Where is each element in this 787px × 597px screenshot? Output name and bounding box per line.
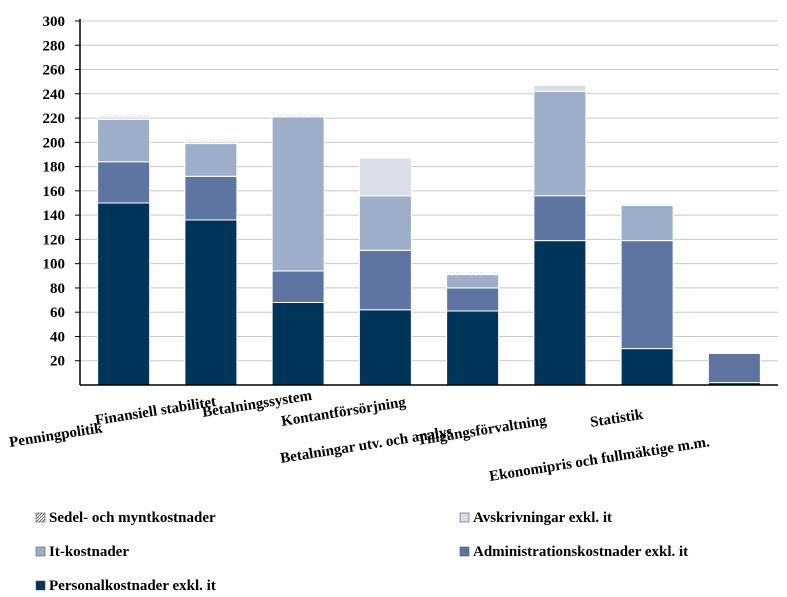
bar-segment bbox=[533, 90, 587, 197]
bar-segment bbox=[358, 309, 412, 386]
bar-segment bbox=[97, 115, 151, 118]
y-tick-label: 220 bbox=[43, 111, 66, 127]
legend-swatch bbox=[459, 512, 470, 523]
y-tick-label: 20 bbox=[50, 354, 65, 370]
legend-swatch bbox=[35, 512, 46, 523]
legend: Sedel- och myntkostnader Avskrivningar ex… bbox=[35, 510, 688, 594]
bar-segment bbox=[707, 352, 761, 384]
bar-segment bbox=[271, 116, 325, 272]
bar-segment bbox=[271, 270, 325, 303]
x-tick-label: Penningpolitik bbox=[8, 420, 104, 451]
x-tick-label: Tillgångsförvaltning bbox=[416, 413, 548, 449]
y-tick-label: 100 bbox=[43, 257, 66, 273]
legend-label: Personalkostnader exkl. it bbox=[49, 578, 216, 594]
bar-segment bbox=[184, 139, 238, 142]
bar-segment bbox=[620, 348, 674, 386]
bar-segment bbox=[97, 202, 151, 386]
bar-segment bbox=[184, 143, 238, 177]
x-tick-label: Statistik bbox=[589, 407, 645, 431]
bar-segment bbox=[97, 161, 151, 204]
bar-segment bbox=[184, 219, 238, 386]
bar-segment bbox=[446, 287, 500, 312]
y-tick-label: 240 bbox=[43, 87, 66, 103]
bar-segment bbox=[358, 157, 412, 197]
y-tick-label: 80 bbox=[50, 281, 65, 297]
bar-segment bbox=[446, 274, 500, 289]
y-tick-label: 280 bbox=[43, 38, 66, 54]
legend-swatch bbox=[35, 546, 46, 557]
legend-swatch bbox=[459, 546, 470, 557]
bar-segment bbox=[271, 113, 325, 117]
legend-label: Sedel- och myntkostnader bbox=[49, 510, 216, 526]
bar-segment bbox=[358, 195, 412, 251]
y-tick-label: 300 bbox=[43, 14, 66, 30]
y-tick-label: 200 bbox=[43, 135, 66, 151]
y-tick-label: 120 bbox=[43, 232, 66, 248]
y-tick-label: 160 bbox=[43, 184, 66, 200]
y-tick-label: 140 bbox=[43, 208, 66, 224]
bar-segment bbox=[271, 301, 325, 386]
y-tick-label: 60 bbox=[50, 305, 65, 321]
x-tick-label: Ekonomipris och fullmäktige m.m. bbox=[488, 434, 711, 485]
bar-segment bbox=[533, 195, 587, 242]
y-tick-label: 260 bbox=[43, 63, 66, 79]
bar-segment bbox=[184, 175, 238, 221]
legend-label: It-kostnader bbox=[49, 544, 129, 560]
bar-segment bbox=[620, 204, 674, 242]
bar-segment bbox=[446, 271, 500, 274]
y-tick-label: 180 bbox=[43, 160, 66, 176]
bar-segment bbox=[533, 84, 587, 92]
bar-segment bbox=[97, 118, 151, 163]
x-tick-label: Finansiell stabilitet bbox=[94, 394, 217, 429]
legend-label: Administrationskostnader exkl. it bbox=[473, 544, 688, 560]
legend-label: Avskrivningar exkl. it bbox=[473, 510, 612, 526]
bar-segment bbox=[446, 310, 500, 386]
bar-segment bbox=[358, 249, 412, 311]
bar-segment bbox=[533, 240, 587, 386]
y-tick-label: 40 bbox=[50, 329, 65, 345]
bars bbox=[97, 84, 761, 386]
y-axis: 20 40 60 80 100 120 140 160 180 200 220 240 260 280 30… bbox=[43, 14, 81, 385]
bar-segment bbox=[620, 240, 674, 350]
bar-segment bbox=[620, 203, 674, 206]
legend-swatch bbox=[35, 580, 46, 591]
